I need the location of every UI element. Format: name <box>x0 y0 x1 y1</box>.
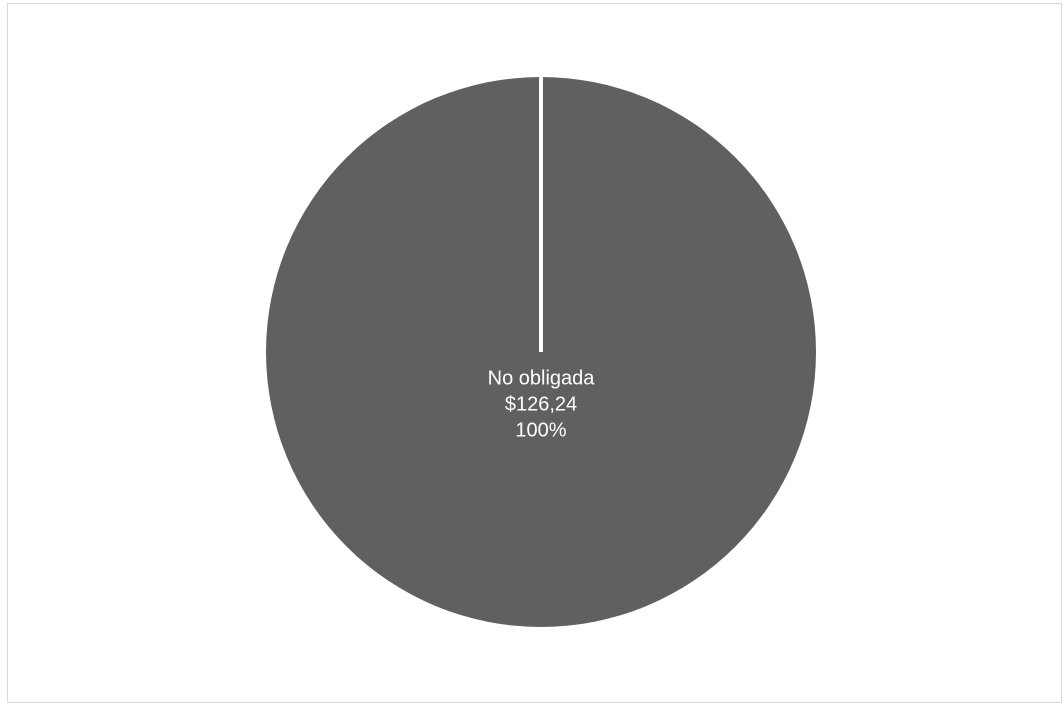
pie-label-category-0: No obligada <box>488 367 596 389</box>
pie-label-value-0: $126,24 <box>505 393 577 415</box>
pie-label-percent-0: 100% <box>515 419 566 441</box>
pie-labels: No obligada $126,24 100% <box>488 367 596 441</box>
pie-slices <box>266 77 816 627</box>
